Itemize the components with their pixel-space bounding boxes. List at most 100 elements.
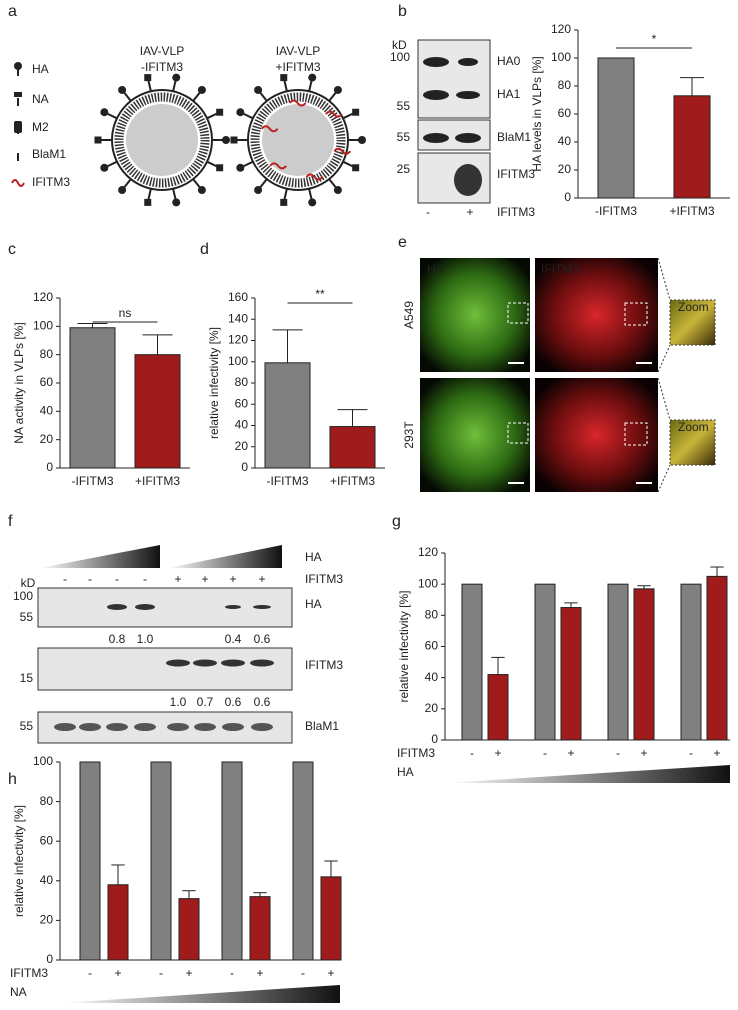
band: [454, 164, 482, 196]
y-tick-label: 40: [40, 873, 54, 887]
ifitm3: [269, 162, 287, 170]
quantification: 1.0: [170, 695, 187, 709]
lane-sign: +: [201, 572, 208, 586]
scale-bar: [508, 362, 524, 364]
band: [456, 91, 480, 99]
cell-line: A549: [402, 301, 416, 329]
lane-sign: +: [229, 572, 236, 586]
quantification: 1.0: [137, 632, 154, 646]
bar: [487, 674, 509, 741]
spike-head: [172, 73, 181, 82]
y-tick-label: 40: [40, 404, 54, 418]
band: [423, 57, 449, 67]
bar: [69, 327, 116, 469]
marker-label: 100: [13, 589, 33, 603]
bar: [560, 607, 582, 741]
significance-label: *: [652, 32, 657, 46]
band: [79, 723, 101, 731]
zoom-image: [669, 419, 716, 466]
virus-title: IAV-VLP: [276, 44, 320, 58]
bar: [178, 898, 200, 961]
legend-label: IFITM3: [32, 175, 70, 189]
bar: [706, 575, 728, 741]
x-tick-label: +IFITM3: [330, 474, 375, 488]
quantification: 0.6: [254, 695, 271, 709]
y-tick-label: 100: [228, 354, 248, 368]
x-tick-label: +IFITM3: [135, 474, 180, 488]
panel-letter: a: [8, 3, 17, 20]
legend-icon: [14, 121, 22, 133]
band: [54, 723, 76, 731]
y-tick-label: 60: [40, 833, 54, 847]
spike-head: [172, 198, 181, 207]
spike-head: [254, 186, 263, 195]
zoom-image: [669, 299, 716, 346]
marker-label: 55: [397, 130, 411, 144]
band: [222, 723, 244, 731]
y-tick-label: 80: [235, 375, 249, 389]
y-tick-label: 120: [418, 545, 438, 559]
channel-label: IFITM3: [541, 262, 579, 276]
y-tick-label: 40: [425, 670, 439, 684]
quantification: 0.8: [109, 632, 126, 646]
band: [194, 723, 216, 731]
band: [107, 604, 127, 610]
gradient-label: HA: [397, 765, 414, 779]
x-tick-label: -IFITM3: [72, 474, 114, 488]
spike-head: [236, 163, 245, 172]
spike-head: [333, 186, 342, 195]
gradient-label: NA: [10, 985, 27, 999]
micrograph: [420, 378, 530, 492]
band: [423, 133, 449, 143]
band: [423, 90, 449, 100]
spike-head: [280, 74, 288, 82]
spike-head: [222, 136, 230, 144]
bar: [673, 95, 711, 199]
bar: [107, 884, 129, 961]
core: [126, 104, 198, 176]
legend-label: BlaM1: [32, 147, 66, 161]
band-label: BlaM1: [497, 130, 531, 144]
band-label: HA1: [497, 87, 521, 101]
spike-head: [118, 186, 127, 195]
spike-head: [144, 74, 152, 82]
ifitm3: [325, 110, 343, 118]
micrograph: [535, 378, 658, 492]
lane-sign: -: [143, 572, 147, 586]
bar: [607, 583, 629, 741]
band: [251, 723, 273, 731]
core: [262, 104, 334, 176]
lane-sign: -: [88, 572, 92, 586]
ifitm3: [333, 147, 352, 155]
spike-head: [308, 73, 317, 82]
roi: [624, 422, 648, 446]
spike-head: [118, 85, 127, 94]
lane-label: IFITM3: [497, 205, 535, 219]
marker-label: 55: [397, 99, 411, 113]
y-tick-label: 60: [235, 396, 249, 410]
bar: [264, 362, 311, 469]
spike-head: [216, 108, 224, 116]
micrograph: [535, 258, 658, 372]
x-tick-label: -: [159, 966, 163, 980]
significance-label: **: [315, 287, 325, 301]
gradient-triangle: [168, 545, 282, 568]
legend-icon: [14, 62, 22, 70]
gradient-label: HA: [305, 550, 322, 564]
roi: [624, 302, 648, 326]
y-tick-label: 100: [33, 319, 53, 333]
y-tick-label: 20: [235, 439, 249, 453]
y-tick-label: 40: [235, 418, 249, 432]
quantification: 0.6: [254, 632, 271, 646]
legend-label: HA: [32, 62, 49, 76]
zoom-label: Zoom: [678, 420, 709, 434]
zoom-connector: [657, 377, 671, 421]
quantification: 0.6: [225, 695, 242, 709]
spike-head: [100, 163, 109, 172]
bar: [221, 761, 243, 961]
band: [135, 604, 155, 610]
zoom-connector: [657, 344, 671, 373]
panel-letter: e: [398, 234, 407, 251]
scale-bar: [508, 482, 524, 484]
